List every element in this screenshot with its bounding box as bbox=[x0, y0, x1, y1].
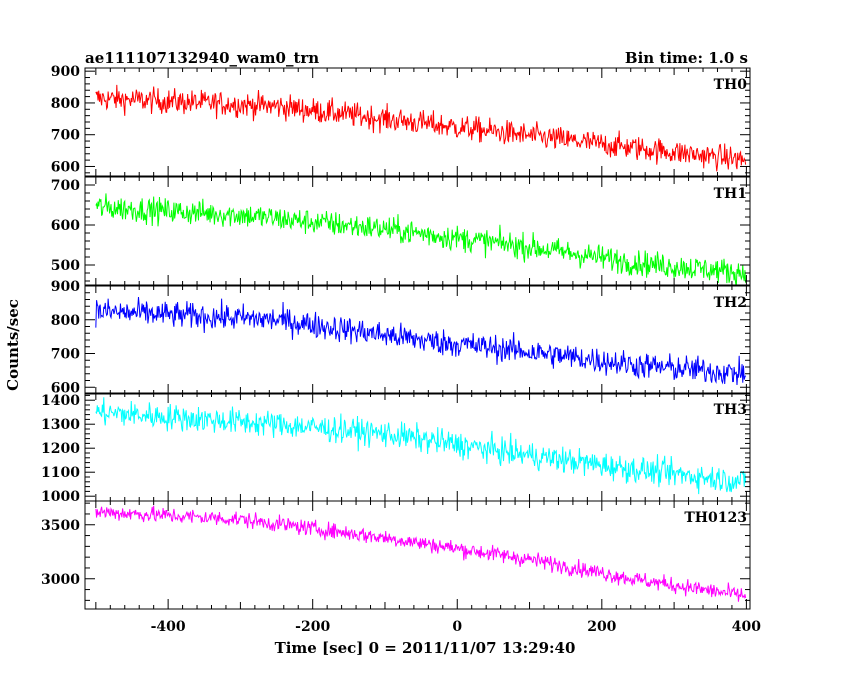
y-tick-label: 1300 bbox=[41, 417, 80, 433]
y-tick-label: 500 bbox=[51, 258, 80, 274]
panel-label: TH0123 bbox=[684, 510, 747, 526]
panel-th2: 600 700 800 900 TH2 bbox=[51, 279, 751, 396]
y-tick-label: 700 bbox=[51, 128, 80, 144]
series-th3 bbox=[95, 397, 747, 495]
panel-th0123: 3000 3500 TH0123 bbox=[41, 500, 751, 610]
series-th0123 bbox=[95, 505, 747, 602]
x-tick-label: 400 bbox=[732, 619, 761, 635]
panel-th1: 500 600 700 TH1 bbox=[51, 176, 751, 286]
y-axis-label: Counts/sec bbox=[4, 299, 22, 391]
panel-frame bbox=[84, 176, 751, 286]
panels-group: 600 700 800 900 TH0 500 600 700 TH1 600 700 800 900 T… bbox=[41, 64, 761, 635]
y-tick-label: 700 bbox=[51, 347, 80, 363]
panel-label: TH1 bbox=[714, 186, 747, 202]
panel-label: TH0 bbox=[714, 77, 748, 93]
panel-th0: 600 700 800 900 TH0 bbox=[51, 64, 751, 177]
y-tick-label: 3000 bbox=[41, 572, 80, 588]
y-tick-label: 600 bbox=[51, 159, 80, 175]
series-th0 bbox=[95, 84, 747, 172]
y-tick-label: 3500 bbox=[41, 518, 80, 534]
y-tick-label: 600 bbox=[51, 218, 80, 234]
panel-th3: 1000 1100 1200 1300 1400 TH3 bbox=[41, 392, 751, 505]
panel-label: TH2 bbox=[714, 295, 747, 311]
y-tick-label: 1100 bbox=[41, 465, 80, 481]
y-tick-label: 1000 bbox=[41, 489, 80, 505]
y-tick-label: 700 bbox=[51, 178, 80, 194]
x-tick-label: 0 bbox=[452, 619, 462, 635]
panel-frame bbox=[84, 500, 751, 610]
y-tick-label: 900 bbox=[51, 64, 80, 80]
y-tick-label: 1200 bbox=[41, 441, 80, 457]
bin-time-label: Bin time: 1.0 s bbox=[625, 49, 748, 67]
y-tick-label: 1400 bbox=[41, 393, 80, 409]
x-tick-label: -400 bbox=[151, 619, 186, 635]
x-tick-label: -200 bbox=[295, 619, 330, 635]
series-th1 bbox=[95, 193, 747, 285]
panel-label: TH3 bbox=[714, 402, 747, 418]
y-tick-label: 900 bbox=[51, 279, 80, 295]
y-tick-label: 600 bbox=[51, 380, 80, 396]
y-tick-label: 800 bbox=[51, 313, 80, 329]
chart-title: ae111107132940_wam0_trn bbox=[85, 49, 319, 67]
x-tick-label: 200 bbox=[587, 619, 616, 635]
panel-frame bbox=[84, 392, 751, 502]
series-th2 bbox=[95, 296, 747, 385]
x-axis-label: Time [sec] 0 = 2011/11/07 13:29:40 bbox=[275, 639, 576, 657]
y-tick-label: 800 bbox=[51, 96, 80, 112]
